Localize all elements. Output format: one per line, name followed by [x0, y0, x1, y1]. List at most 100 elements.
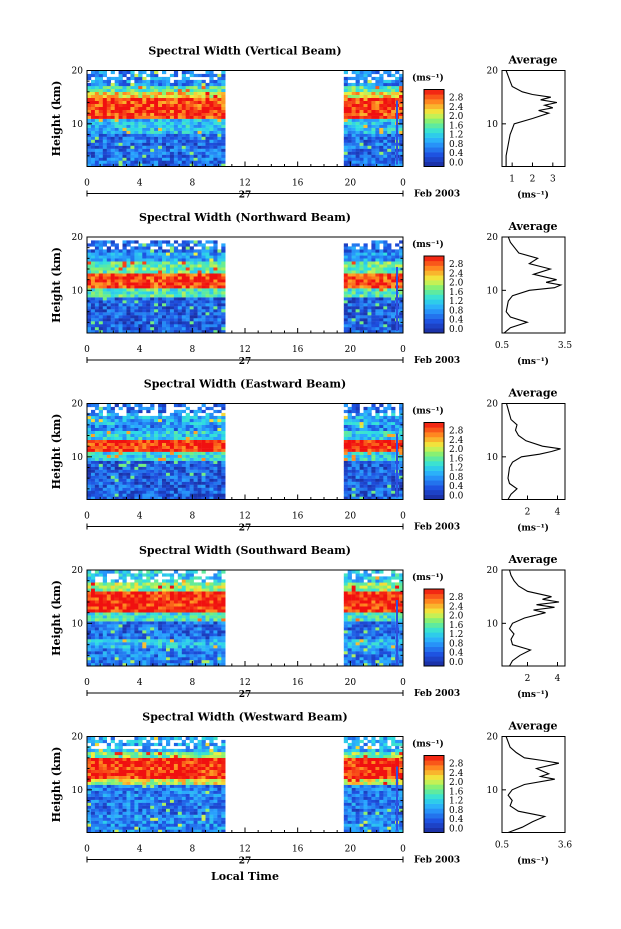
heatmap-cell	[383, 115, 388, 119]
colorbar-swatch	[424, 260, 444, 266]
heatmap-cell	[383, 127, 388, 131]
heatmap-cell	[91, 318, 96, 322]
heatmap-cell	[122, 493, 127, 497]
heatmap-cell	[173, 460, 179, 464]
heatmap-cell	[347, 133, 352, 137]
heatmap-cell	[395, 85, 400, 90]
heatmap-cell	[379, 288, 384, 292]
heatmap-cell	[209, 282, 214, 286]
heatmap-cell	[91, 240, 96, 244]
heatmap-cell	[94, 91, 100, 95]
heatmap-cell	[371, 255, 376, 259]
heatmap-cell	[126, 109, 131, 113]
avg-x-axis-title: (ms⁻¹)	[517, 523, 549, 534]
heatmap-cell	[126, 415, 131, 420]
heatmap-cell	[391, 436, 396, 440]
heatmap-cell	[118, 163, 123, 167]
heatmap-cell	[162, 279, 167, 283]
heatmap-cell	[154, 327, 159, 331]
heatmap-cell	[142, 255, 147, 259]
data-strip	[396, 100, 398, 165]
heatmap-cell	[355, 454, 360, 458]
heatmap-cell	[173, 261, 179, 265]
heatmap-cell	[205, 240, 210, 244]
heatmap-cell	[197, 252, 202, 256]
heatmap-cell	[142, 136, 147, 140]
heatmap-cell	[399, 409, 404, 414]
heatmap-cell	[126, 85, 131, 90]
heatmap-cell	[110, 288, 115, 292]
heatmap-cell	[94, 88, 100, 92]
heatmap-cell	[150, 466, 155, 470]
heatmap-cell	[110, 103, 115, 107]
heatmap-cell	[166, 258, 171, 262]
heatmap-cell	[87, 651, 92, 655]
heatmap-cell	[87, 430, 92, 434]
heatmap-cell	[94, 255, 100, 259]
heatmap-cell	[106, 270, 111, 274]
heatmap-cell	[154, 121, 159, 125]
heatmap-cell	[166, 291, 171, 295]
heatmap-cell	[221, 85, 226, 90]
heatmap-cell	[193, 130, 198, 134]
heatmap-cell	[91, 594, 96, 598]
heatmap-cell	[355, 160, 360, 164]
heatmap-cell	[94, 148, 100, 152]
heatmap-cell	[399, 136, 404, 140]
heatmap-cell	[158, 412, 163, 417]
heatmap-cell	[383, 273, 388, 277]
heatmap-cell	[91, 657, 96, 661]
heatmap-cell	[98, 636, 103, 640]
heatmap-cell	[162, 291, 167, 295]
heatmap-cell	[177, 442, 182, 446]
heatmap-cell	[118, 448, 123, 452]
heatmap-cell	[177, 252, 182, 256]
heatmap-cell	[193, 297, 198, 301]
heatmap-cell	[177, 300, 182, 304]
x-tick-label: 0	[84, 179, 90, 189]
heatmap-cell	[102, 276, 107, 280]
heatmap-cell	[150, 436, 155, 440]
heatmap-cell	[142, 454, 147, 458]
heatmap-cell	[91, 145, 96, 149]
heatmap-cell	[154, 415, 159, 420]
heatmap-cell	[347, 421, 352, 425]
heatmap-cell	[205, 127, 210, 131]
heatmap-cell	[213, 475, 218, 479]
heatmap-cell	[87, 94, 92, 98]
heatmap-cell	[189, 130, 194, 134]
heatmap-cell	[106, 151, 111, 155]
heatmap-cell	[138, 469, 143, 473]
heatmap-cell	[146, 157, 151, 161]
heatmap-cell	[173, 427, 179, 431]
heatmap-cell	[391, 136, 396, 140]
colorbar-tick-label: 2.4	[449, 436, 464, 446]
heatmap-cell	[355, 82, 360, 87]
heatmap-cell	[209, 445, 214, 449]
heatmap-cell	[154, 243, 159, 247]
heatmap-cell	[87, 439, 92, 443]
heatmap-cell	[122, 451, 127, 455]
heatmap-cell	[94, 297, 100, 301]
heatmap-cell	[379, 309, 384, 313]
heatmap-cell	[213, 427, 218, 431]
heatmap-cell	[387, 157, 392, 161]
heatmap-cell	[343, 88, 348, 92]
heatmap-cell	[162, 249, 167, 253]
heatmap-cell	[209, 312, 214, 316]
heatmap-cell	[87, 481, 92, 485]
heatmap-cell	[126, 288, 131, 292]
heatmap-cell	[367, 160, 372, 164]
heatmap-cell	[185, 76, 190, 81]
heatmap-cell	[347, 100, 352, 104]
heatmap-cell	[383, 493, 388, 497]
heatmap-cell	[213, 303, 218, 307]
heatmap-cell	[395, 430, 400, 434]
heatmap-cell	[150, 442, 155, 446]
heatmap-cell	[126, 454, 131, 458]
heatmap-cell	[118, 451, 123, 455]
heatmap-cell	[102, 475, 107, 479]
heatmap-cell	[114, 427, 119, 431]
heatmap-cell	[351, 136, 356, 140]
heatmap-cell	[169, 496, 175, 500]
